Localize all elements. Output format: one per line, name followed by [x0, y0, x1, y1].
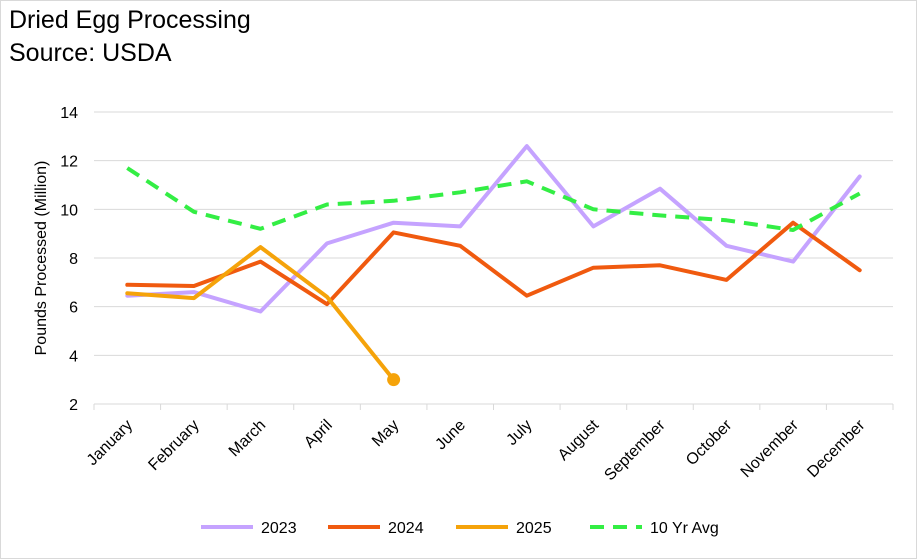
y-tick-label: 12	[60, 154, 78, 171]
chart-title: Dried Egg Processing	[9, 6, 251, 34]
legend: 2023 2024 2025 10 Yr Avg	[201, 520, 719, 537]
x-axis	[93, 403, 894, 410]
legend-label: 10 Yr Avg	[650, 520, 719, 537]
series-line-3	[126, 166, 861, 232]
x-tick-label: December	[804, 416, 869, 481]
y-axis-ticks: 2 4 6 8 10 12 14	[60, 105, 78, 414]
y-tick-label: 8	[69, 251, 78, 268]
y-tick-label: 2	[69, 397, 78, 414]
y-axis-label: Pounds Processed (Million)	[33, 161, 50, 356]
legend-label: 2024	[388, 520, 424, 537]
x-tick-label: February	[145, 417, 202, 474]
x-tick-label: August	[555, 416, 603, 464]
grid-lines	[94, 111, 893, 356]
y-tick-label: 6	[69, 300, 78, 317]
legend-label: 2023	[261, 520, 297, 537]
series-end-marker	[387, 373, 401, 387]
x-tick-label: June	[432, 417, 469, 454]
series-lines	[125, 144, 862, 387]
chart-subtitle: Source: USDA	[9, 39, 172, 67]
legend-label: 2025	[516, 520, 552, 537]
x-tick-label: July	[503, 417, 535, 449]
x-tick-label: May	[369, 417, 402, 450]
x-tick-label: October	[683, 416, 736, 469]
y-tick-label: 4	[69, 348, 78, 365]
series-line-1	[125, 220, 862, 307]
series-line-0	[125, 144, 862, 314]
x-tick-label: November	[738, 416, 803, 481]
y-tick-label: 14	[60, 105, 78, 122]
x-tick-label: March	[226, 417, 269, 460]
title-block: Dried Egg Processing Source: USDA	[9, 4, 251, 70]
x-tick-label: April	[301, 417, 336, 452]
x-tick-label: September	[601, 416, 669, 484]
x-axis-ticks: January February March April May June July Augu…	[84, 416, 869, 484]
y-tick-label: 10	[60, 202, 78, 219]
x-tick-label: January	[84, 417, 136, 469]
series-line-2	[125, 245, 396, 382]
